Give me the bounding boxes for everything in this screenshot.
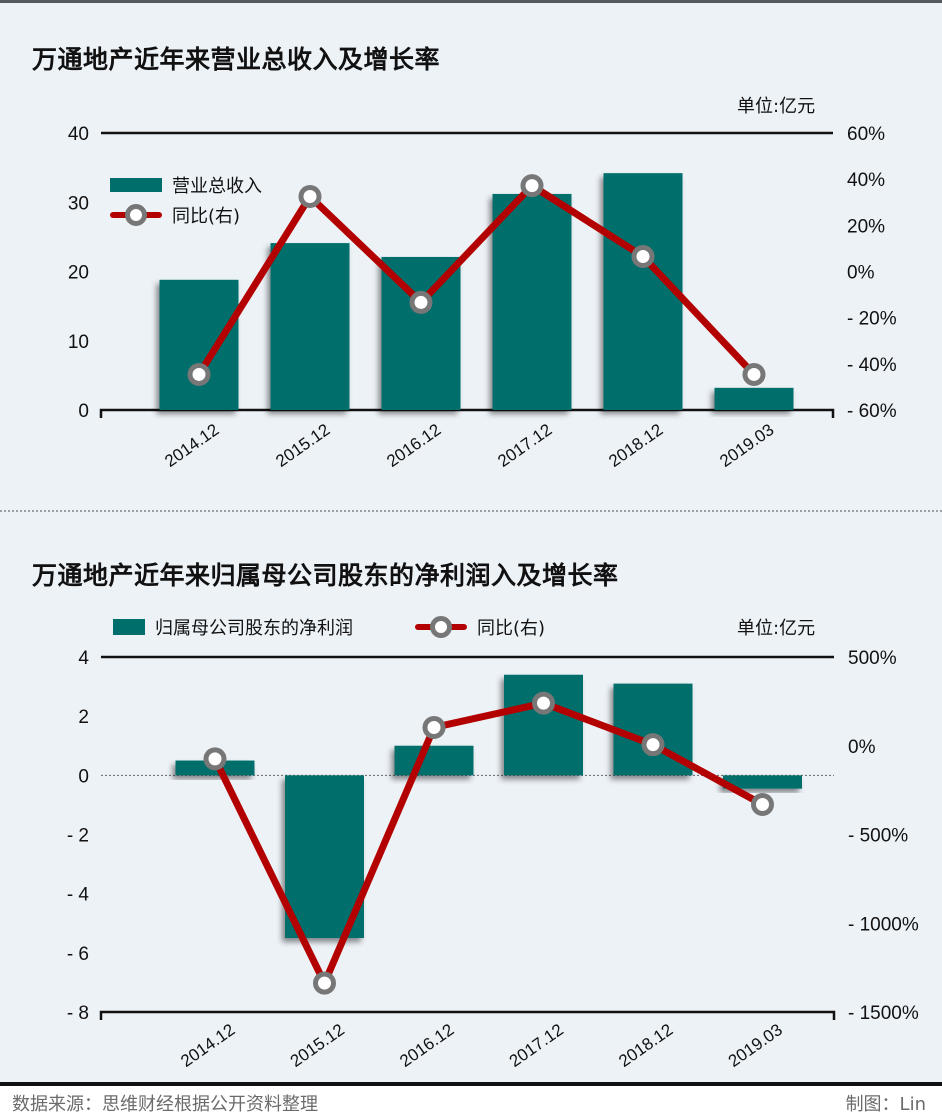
yoy-marker-2018.12 bbox=[631, 244, 655, 268]
x-axis-label: 2016.12 bbox=[396, 1020, 457, 1071]
bar-2016.12 bbox=[394, 745, 474, 776]
bar-2018.12 bbox=[603, 173, 683, 410]
yoy-marker-2015.12 bbox=[313, 971, 336, 995]
chart2-legend-line: 同比(右) bbox=[415, 614, 545, 640]
chart2-title: 万通地产近年来归属母公司股东的净利润入及增长率 bbox=[32, 561, 619, 590]
chart1-unit-label: 单位:亿元 bbox=[737, 96, 816, 117]
x-axis-label: 2017.12 bbox=[506, 1020, 567, 1071]
yoy-marker-2014.12 bbox=[203, 747, 227, 771]
yoy-marker-2019.03 bbox=[742, 362, 766, 386]
x-axis-label: 2018.12 bbox=[615, 1020, 676, 1071]
left-axis-tick: - 6 bbox=[67, 944, 89, 965]
x-axis-label: 2014.12 bbox=[177, 1020, 238, 1071]
yoy-marker-2017.12 bbox=[520, 174, 544, 198]
yoy-marker-2019.03 bbox=[751, 793, 774, 817]
x-axis-line bbox=[99, 408, 835, 418]
yoy-marker-2014.12 bbox=[187, 362, 211, 386]
left-axis-tick: 30 bbox=[68, 193, 89, 214]
legend-line-swatch bbox=[415, 615, 467, 639]
right-axis-tick: 0% bbox=[848, 737, 876, 758]
legend-line-swatch bbox=[110, 203, 162, 227]
bar-2014.12 bbox=[159, 279, 239, 410]
left-axis-tick: 4 bbox=[78, 648, 89, 669]
x-axis-label: 2019.03 bbox=[725, 1020, 786, 1071]
chart1-legend-line: 同比(右) bbox=[110, 202, 240, 228]
left-axis-tick: 40 bbox=[68, 124, 89, 145]
chart2-unit-label: 单位:亿元 bbox=[737, 618, 816, 639]
legend-line-label: 同比(右) bbox=[477, 618, 546, 639]
yoy-marker-2018.12 bbox=[641, 733, 665, 757]
left-axis-tick: - 4 bbox=[67, 885, 90, 906]
legend-line-label: 同比(右) bbox=[172, 206, 241, 227]
x-axis-line bbox=[99, 1010, 836, 1020]
left-axis-tick: 0 bbox=[78, 401, 89, 422]
right-axis-tick: - 1000% bbox=[848, 914, 919, 935]
yoy-marker-2016.12 bbox=[409, 290, 433, 314]
right-axis-tick: - 1500% bbox=[848, 1003, 919, 1024]
right-axis-tick: 20% bbox=[847, 216, 885, 237]
chart1-legend-bar: 营业总收入 bbox=[110, 172, 262, 198]
bar-2019.03 bbox=[714, 387, 794, 410]
left-axis-tick: 20 bbox=[68, 263, 89, 284]
bar-2015.12 bbox=[270, 243, 350, 410]
chart-credit: 制图：Lin bbox=[845, 1094, 926, 1115]
right-axis-tick: 500% bbox=[848, 648, 897, 669]
chart2-legend-bar: 归属母公司股东的净利润 bbox=[113, 614, 353, 640]
legend-bar-label: 归属母公司股东的净利润 bbox=[155, 618, 353, 639]
chart1-title: 万通地产近年来营业总收入及增长率 bbox=[32, 45, 441, 74]
x-axis-label: 2015.12 bbox=[287, 1020, 348, 1071]
left-axis-tick: 2 bbox=[78, 707, 89, 728]
bar-2015.12 bbox=[285, 775, 364, 939]
section-separator bbox=[0, 510, 942, 512]
right-axis-tick: - 60% bbox=[847, 401, 897, 422]
legend-bar-swatch bbox=[110, 178, 162, 192]
legend-bar-swatch bbox=[113, 619, 145, 635]
yoy-marker-2016.12 bbox=[422, 715, 446, 739]
bar-2016.12 bbox=[381, 256, 461, 410]
yoy-marker-2015.12 bbox=[298, 184, 322, 208]
yoy-line bbox=[196, 182, 757, 377]
legend-bar-label: 营业总收入 bbox=[172, 176, 262, 197]
left-axis-tick: - 8 bbox=[67, 1003, 89, 1024]
right-axis-tick: - 500% bbox=[848, 826, 908, 847]
left-axis-tick: 0 bbox=[78, 766, 89, 787]
yoy-line bbox=[211, 699, 765, 987]
bar-2017.12 bbox=[504, 674, 583, 776]
right-axis-tick: - 20% bbox=[847, 309, 897, 330]
right-axis-tick: 40% bbox=[847, 170, 885, 191]
right-axis-tick: 60% bbox=[847, 124, 885, 145]
bar-2017.12 bbox=[492, 193, 572, 410]
chart2-plot: 4 2 0 - 2 - 4 - 6 - 8 500% 0% - 500% - 1000% - 1500… bbox=[67, 648, 919, 1071]
right-axis-tick: 0% bbox=[847, 263, 875, 284]
yoy-marker-2017.12 bbox=[532, 691, 555, 715]
bar-2019.03 bbox=[723, 775, 802, 789]
data-source-note: 数据来源：思维财经根据公开资料整理 bbox=[12, 1094, 318, 1115]
left-axis-tick: 10 bbox=[68, 332, 89, 353]
left-axis-tick: - 2 bbox=[67, 826, 89, 847]
right-axis-tick: - 40% bbox=[847, 355, 897, 376]
bottom-rule bbox=[0, 1082, 942, 1086]
